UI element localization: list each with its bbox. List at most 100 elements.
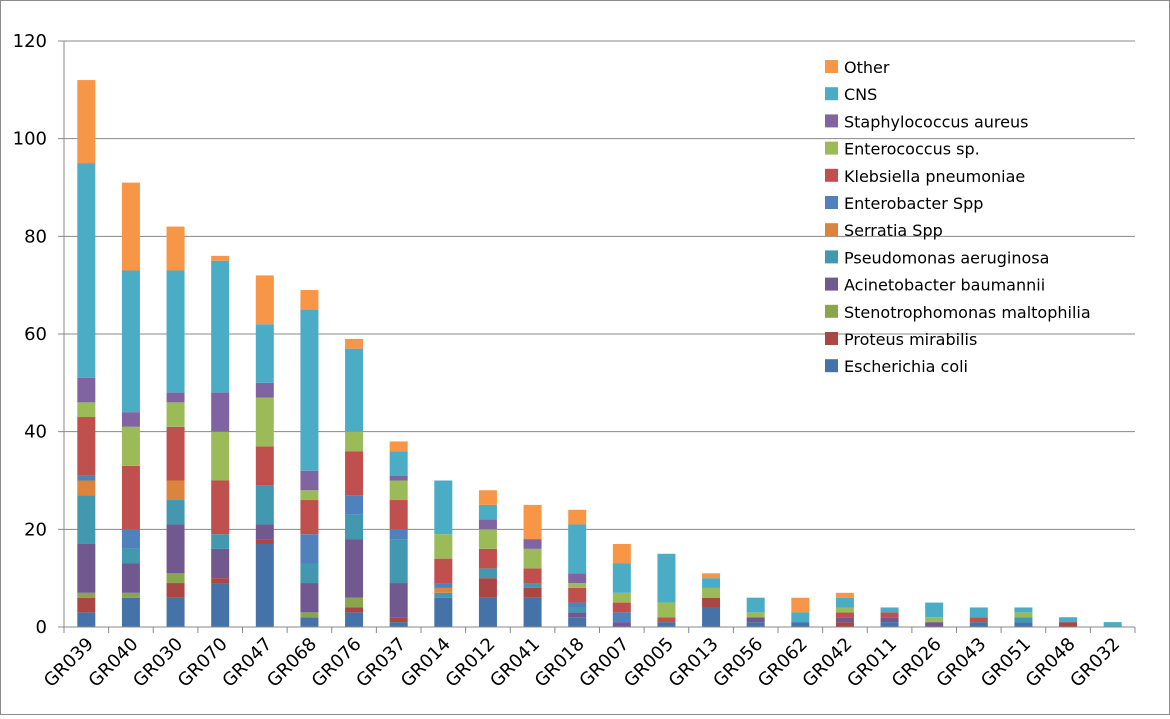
legend-label: Enterococcus sp.	[844, 140, 980, 159]
bar-segment	[746, 612, 765, 618]
bar-segment	[77, 592, 96, 598]
bar-segment	[211, 534, 230, 549]
bar-segment	[121, 597, 140, 627]
bar-segment	[434, 587, 453, 593]
bar-segment	[478, 578, 497, 598]
bar-segment	[211, 480, 230, 535]
bar-segment	[389, 617, 408, 623]
bar-segment	[300, 470, 319, 491]
x-tick-label: GR039	[40, 634, 98, 692]
legend-item: Pseudomonas aeruginosa	[825, 248, 1049, 267]
bar-segment	[255, 324, 274, 383]
bar-segment	[345, 338, 364, 349]
y-tick-label: 80	[24, 226, 47, 247]
bar-segment	[478, 519, 497, 530]
bar-segment	[478, 568, 497, 579]
bar-segment	[121, 465, 140, 530]
bar-segment	[791, 597, 810, 613]
bar-segment	[702, 573, 721, 579]
legend-label: Klebsiella pneumoniae	[844, 167, 1025, 186]
bar-segment	[746, 622, 765, 627]
bar-segment	[568, 612, 587, 618]
x-tick-label: GR051	[977, 634, 1035, 692]
bar-segment	[166, 270, 185, 393]
bar-segment	[300, 617, 319, 627]
bar-segment	[300, 563, 319, 584]
bar-segment	[255, 382, 274, 398]
x-tick-label: GR070	[174, 634, 232, 692]
bar-segment	[211, 548, 230, 579]
bar-segment	[255, 275, 274, 325]
x-tick-label: GR032	[1066, 634, 1124, 692]
bar-segment	[255, 397, 274, 447]
x-tick-label: GR041	[486, 634, 544, 692]
bar-segment	[389, 500, 408, 530]
bar-segment	[300, 534, 319, 564]
legend-label: Acinetobacter baumannii	[844, 276, 1045, 295]
bar-segment	[523, 568, 542, 584]
bar-segment	[77, 475, 96, 481]
bar-segment	[121, 412, 140, 427]
bar-segment	[835, 597, 854, 608]
bar-segment	[121, 548, 140, 564]
legend-item: Acinetobacter baumannii	[825, 276, 1045, 295]
bar-segment	[345, 348, 364, 432]
bar-segment	[77, 480, 96, 496]
bar-segment	[77, 402, 96, 418]
legend-item: Enterobacter Spp	[825, 194, 983, 213]
bar-segment	[612, 592, 631, 603]
bar-segment	[791, 612, 810, 623]
bar-segment	[568, 509, 587, 525]
bar-segment	[300, 612, 319, 618]
bar-segment	[880, 612, 899, 618]
bar-segment	[434, 597, 453, 627]
bar-segment	[166, 480, 185, 501]
bar-segment	[523, 597, 542, 627]
bar-segment	[434, 558, 453, 584]
bar-segment	[746, 597, 765, 613]
bar-segment	[478, 504, 497, 520]
bar-segment	[1059, 617, 1078, 623]
bar-segment	[925, 617, 944, 623]
bar-segment	[612, 602, 631, 613]
x-tick-label: GR042	[799, 634, 857, 692]
bar-segment	[434, 592, 453, 598]
bar-segment	[300, 490, 319, 501]
bar-segment	[523, 504, 542, 540]
legend-swatch	[825, 168, 838, 182]
legend-swatch	[825, 250, 838, 264]
bar-segment	[702, 607, 721, 627]
x-tick-label: GR068	[263, 634, 321, 692]
legend-label: Staphylococcus aureus	[844, 112, 1028, 131]
bar-segment	[166, 226, 185, 271]
bar-segment	[211, 392, 230, 432]
legend-swatch	[825, 141, 838, 155]
bar-segment	[568, 602, 587, 608]
bar-segment	[255, 446, 274, 486]
bar-segment	[568, 573, 587, 584]
bar-segment	[389, 480, 408, 501]
bar-segment	[345, 451, 364, 496]
y-axis-tick-labels: 0 20 40 60 80 100 120	[13, 31, 47, 638]
y-tick-label: 20	[24, 519, 47, 540]
bar-segment	[612, 543, 631, 564]
legend-swatch	[825, 223, 838, 237]
bar-segment	[657, 622, 676, 627]
legend-label: Pseudomonas aeruginosa	[844, 248, 1049, 267]
x-tick-label: GR018	[531, 634, 589, 692]
bar-segment	[211, 578, 230, 584]
bar-segment	[389, 451, 408, 476]
bar-segment	[1103, 622, 1122, 627]
bar-segment	[345, 597, 364, 608]
bar-segment	[523, 548, 542, 569]
bar-segment	[255, 539, 274, 544]
x-tick-label: GR030	[129, 634, 187, 692]
bar-segment	[255, 485, 274, 525]
bar-segment	[211, 431, 230, 481]
x-tick-label: GR011	[843, 634, 901, 692]
legend-swatch	[825, 87, 838, 101]
bar-segment	[345, 607, 364, 613]
bar-segment	[345, 514, 364, 540]
legend-item: Proteus mirabilis	[825, 330, 977, 349]
